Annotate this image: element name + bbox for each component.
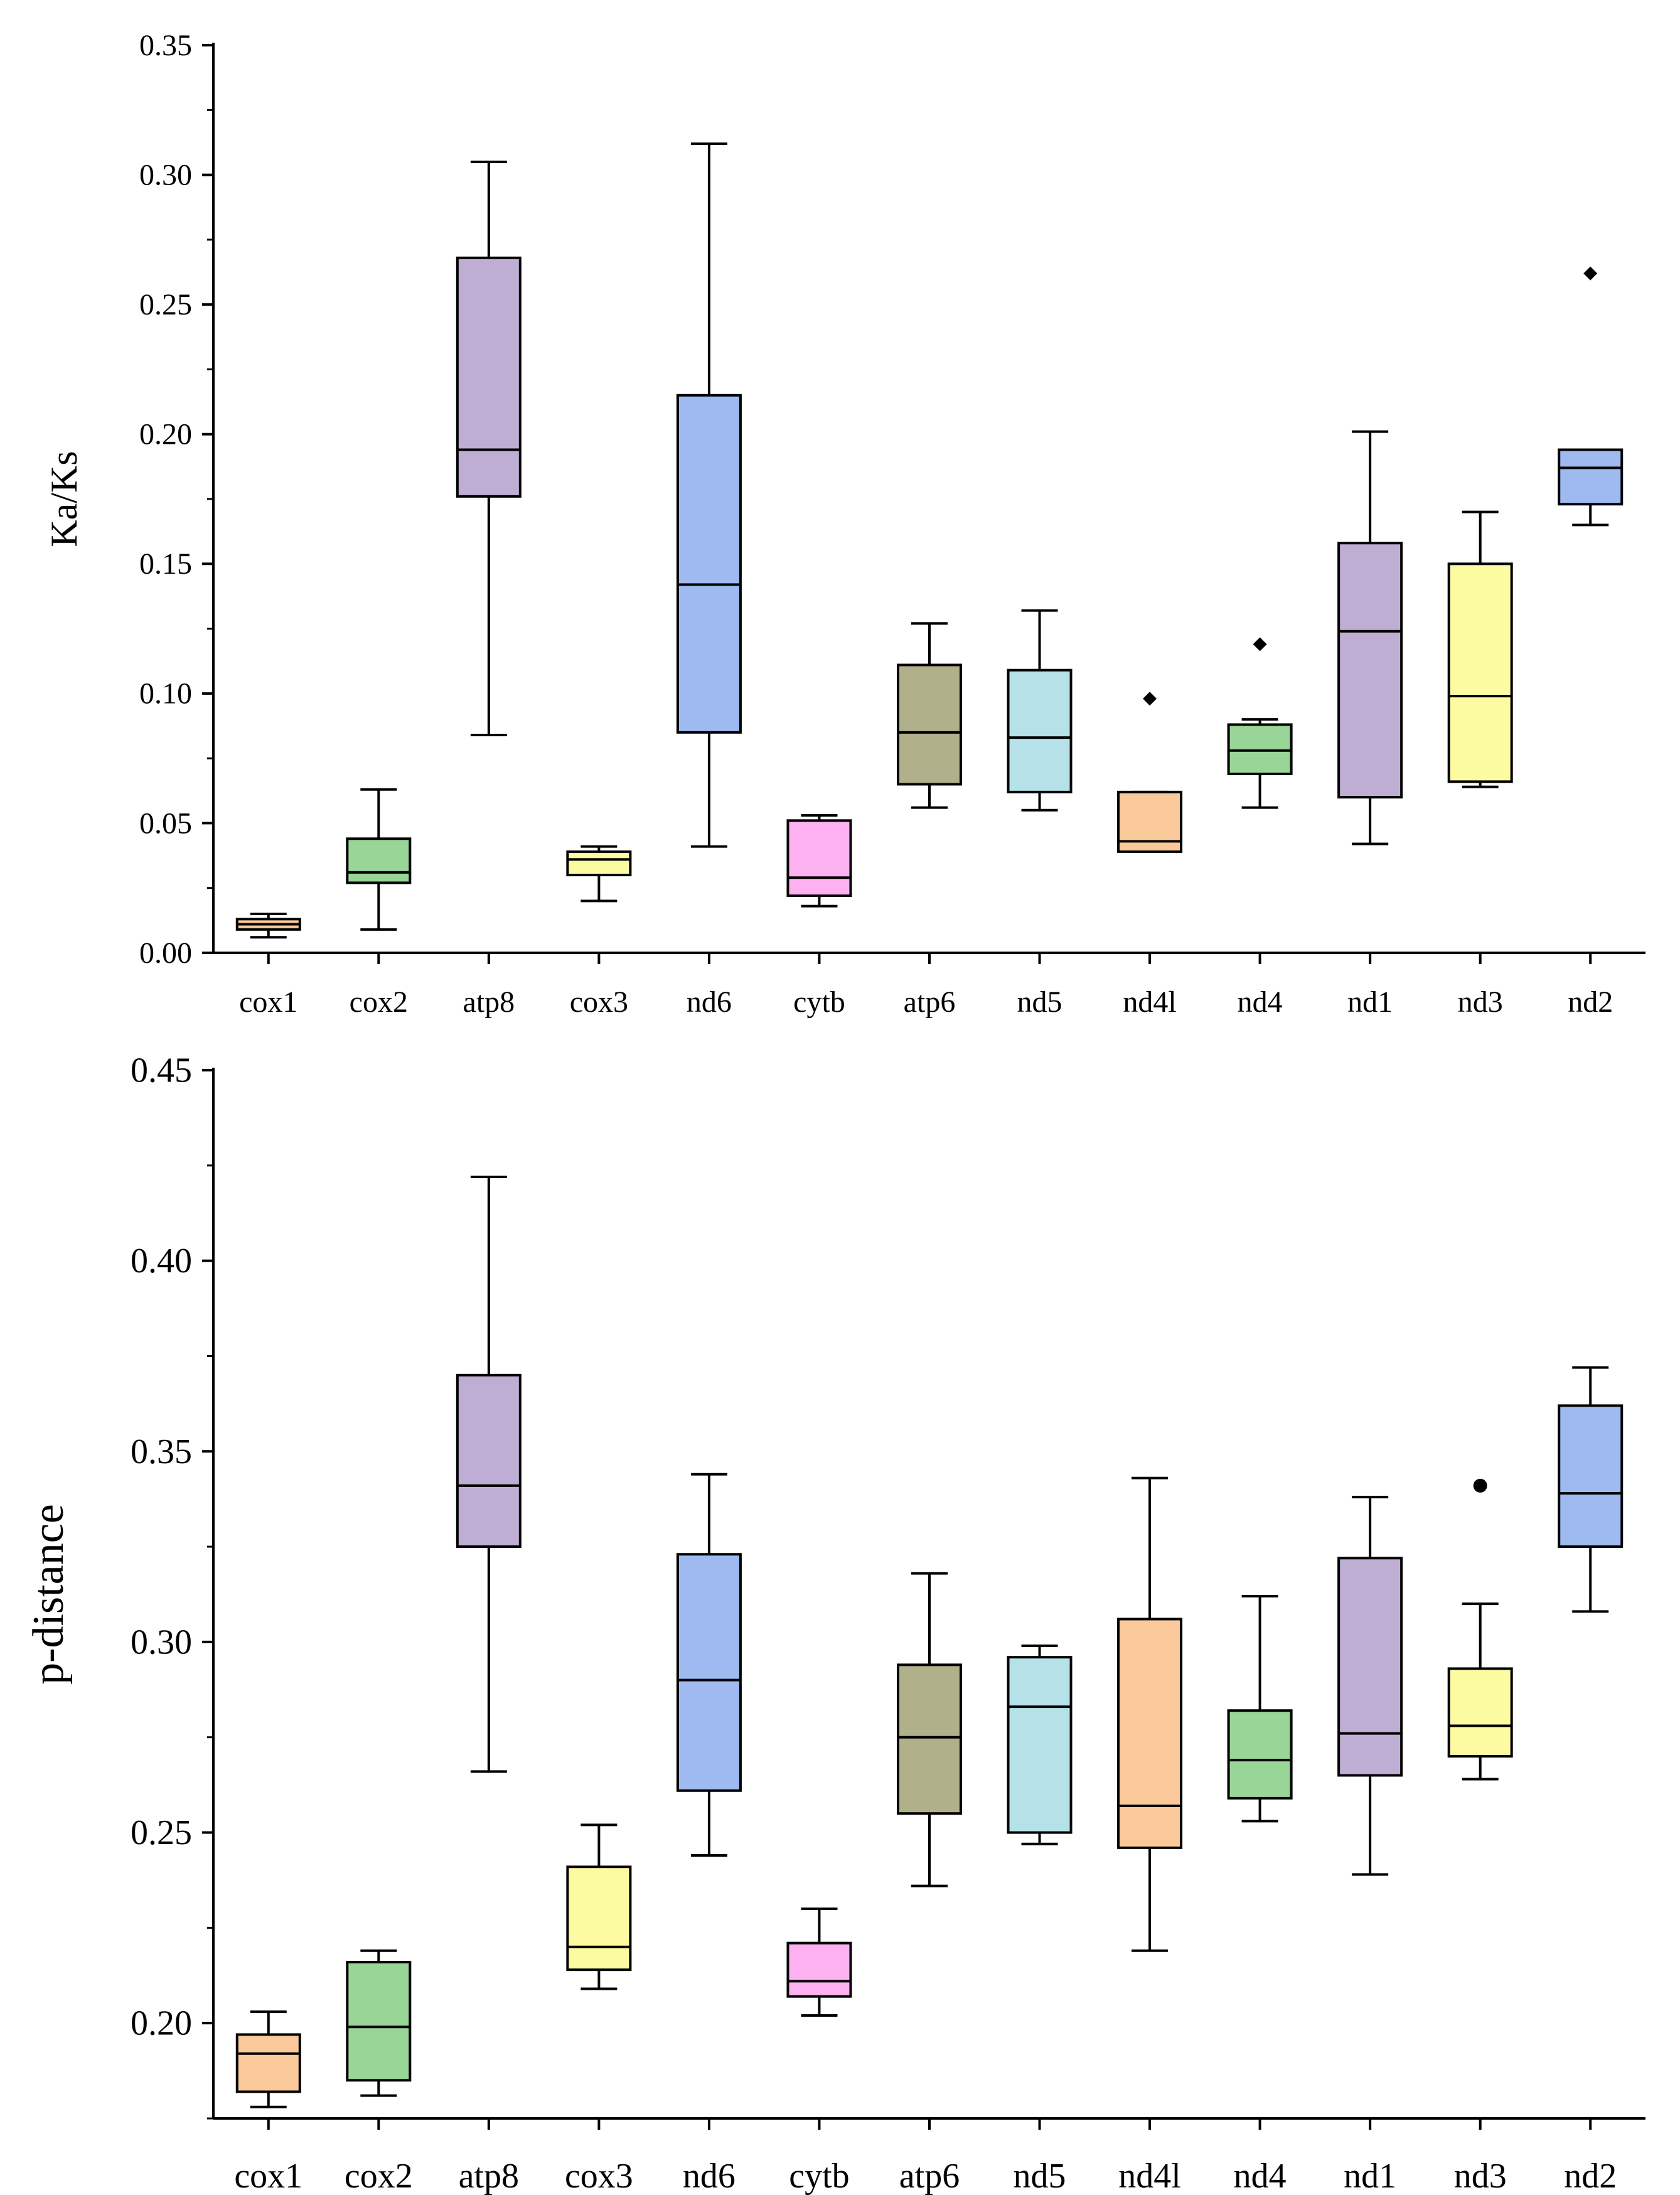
- x-tick-label-nd5: nd5: [1014, 2157, 1066, 2195]
- x-tick-label-atp8: atp8: [463, 985, 515, 1019]
- y-tick-label: 0.20: [131, 2004, 192, 2043]
- x-tick-label-nd4: nd4: [1234, 2157, 1287, 2195]
- x-tick-label-nd1: nd1: [1344, 2157, 1396, 2195]
- x-tick-label-nd6: nd6: [683, 2157, 736, 2195]
- box-cytb: [786, 1941, 852, 1998]
- y-axis-title: p-distance: [24, 1504, 73, 1685]
- x-tick-label-cox2: cox2: [350, 985, 408, 1019]
- x-tick-label-nd6: nd6: [687, 985, 732, 1019]
- outlier-nd3: [1473, 1478, 1487, 1493]
- y-tick-label: 0.30: [139, 158, 192, 191]
- box-nd5: [1007, 668, 1073, 793]
- x-tick-label-atp6: atp6: [904, 985, 956, 1019]
- x-tick-label-nd4: nd4: [1238, 985, 1283, 1019]
- x-tick-label-cox3: cox3: [565, 2157, 633, 2195]
- y-tick-label: 0.20: [139, 418, 192, 451]
- box-atp8: [456, 1373, 522, 1548]
- x-tick-label-nd3: nd3: [1454, 2157, 1507, 2195]
- x-tick-label-nd1: nd1: [1347, 985, 1393, 1019]
- box-nd6: [676, 394, 742, 734]
- box-cox1: [235, 2033, 301, 2093]
- box-atp6: [897, 663, 962, 786]
- box-cox3: [566, 850, 632, 877]
- y-tick-label: 0.00: [139, 936, 192, 970]
- y-tick-label: 0.40: [131, 1242, 192, 1280]
- box-nd2: [1558, 448, 1624, 506]
- y-axis-title: Ka/Ks: [43, 451, 85, 547]
- x-tick-label-cytb: cytb: [789, 2157, 849, 2195]
- box-cox3: [566, 1865, 632, 1972]
- box-atp8: [456, 256, 522, 498]
- box-cox2: [346, 837, 412, 884]
- box-nd1: [1337, 542, 1403, 799]
- y-tick-label: 0.35: [131, 1432, 192, 1471]
- x-tick-label-nd2: nd2: [1564, 2157, 1617, 2195]
- y-tick-label: 0.25: [131, 1813, 192, 1852]
- box-nd4: [1227, 1709, 1293, 1800]
- y-tick-label: 0.45: [131, 1051, 192, 1090]
- x-tick-label-atp8: atp8: [459, 2157, 519, 2195]
- x-tick-label-nd5: nd5: [1017, 985, 1062, 1019]
- box-nd2: [1558, 1404, 1624, 1548]
- kaks-panel: 0.00 0.05 0.10 0.15 0.20 0.25 0.30 0.35 Ka/Ks cox…: [43, 29, 1645, 1019]
- box-nd4l: [1117, 1618, 1183, 1849]
- x-tick-label-cox3: cox3: [570, 985, 628, 1019]
- box-nd5: [1007, 1656, 1073, 1834]
- x-tick-label-cox2: cox2: [345, 2157, 413, 2195]
- box-cox2: [346, 1961, 412, 2082]
- x-tick-label-atp6: atp6: [899, 2157, 960, 2195]
- box-cytb: [786, 819, 852, 898]
- x-tick-label-cox1: cox1: [234, 2157, 302, 2195]
- x-tick-label-cox1: cox1: [239, 985, 297, 1019]
- box-nd1: [1337, 1557, 1403, 1777]
- outlier-nd4: [1253, 637, 1267, 652]
- box-nd3: [1447, 562, 1513, 783]
- box-atp6: [897, 1663, 962, 1815]
- x-tick-label-nd4l: nd4l: [1123, 985, 1176, 1019]
- y-tick-label: 0.05: [139, 807, 192, 840]
- y-tick-label: 0.10: [139, 677, 192, 711]
- pdistance-panel: 0.20 0.25 0.30 0.35 0.40 0.45 p-distance cox1 co…: [24, 1051, 1645, 2195]
- outlier-nd4l: [1143, 692, 1157, 706]
- box-nd6: [676, 1553, 742, 1792]
- outlier-nd2: [1583, 266, 1598, 281]
- y-tick-label: 0.35: [139, 29, 192, 62]
- x-tick-label-nd4l: nd4l: [1118, 2157, 1181, 2195]
- box-nd3: [1447, 1667, 1513, 1758]
- y-tick-label: 0.15: [139, 547, 192, 581]
- y-tick-label: 0.25: [139, 288, 192, 321]
- x-tick-label-nd3: nd3: [1458, 985, 1503, 1019]
- x-tick-label-nd2: nd2: [1568, 985, 1613, 1019]
- x-tick-label-cytb: cytb: [793, 985, 845, 1019]
- box-nd4l: [1117, 790, 1183, 853]
- box-nd4: [1227, 723, 1293, 775]
- y-tick-label: 0.30: [131, 1623, 192, 1661]
